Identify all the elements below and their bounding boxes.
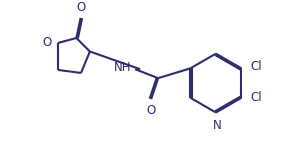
- Text: Cl: Cl: [250, 61, 262, 73]
- Text: NH: NH: [113, 61, 131, 74]
- Text: O: O: [146, 104, 156, 117]
- Text: N: N: [213, 119, 222, 132]
- Text: O: O: [43, 36, 52, 49]
- Text: O: O: [76, 1, 85, 14]
- Text: Cl: Cl: [250, 91, 262, 104]
